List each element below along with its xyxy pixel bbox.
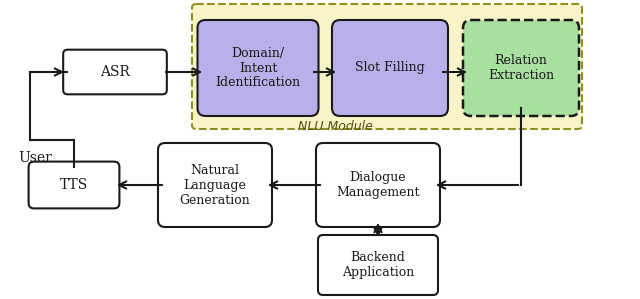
Text: User: User (18, 151, 52, 165)
FancyBboxPatch shape (29, 161, 120, 208)
FancyBboxPatch shape (198, 20, 319, 116)
Text: Backend
Application: Backend Application (342, 251, 414, 279)
Text: ASR: ASR (100, 65, 130, 79)
FancyBboxPatch shape (63, 50, 167, 94)
FancyBboxPatch shape (463, 20, 579, 116)
FancyBboxPatch shape (316, 143, 440, 227)
Text: Relation
Extraction: Relation Extraction (488, 54, 554, 82)
FancyBboxPatch shape (318, 235, 438, 295)
Text: NLU Module: NLU Module (298, 120, 372, 133)
Text: Dialogue
Management: Dialogue Management (336, 171, 420, 199)
FancyBboxPatch shape (158, 143, 272, 227)
Text: Natural
Language
Generation: Natural Language Generation (180, 164, 250, 207)
Text: Slot Filling: Slot Filling (355, 62, 425, 74)
Text: TTS: TTS (60, 178, 88, 192)
FancyBboxPatch shape (192, 4, 582, 129)
Text: Domain/
Intent
Identification: Domain/ Intent Identification (216, 47, 301, 89)
FancyBboxPatch shape (332, 20, 448, 116)
